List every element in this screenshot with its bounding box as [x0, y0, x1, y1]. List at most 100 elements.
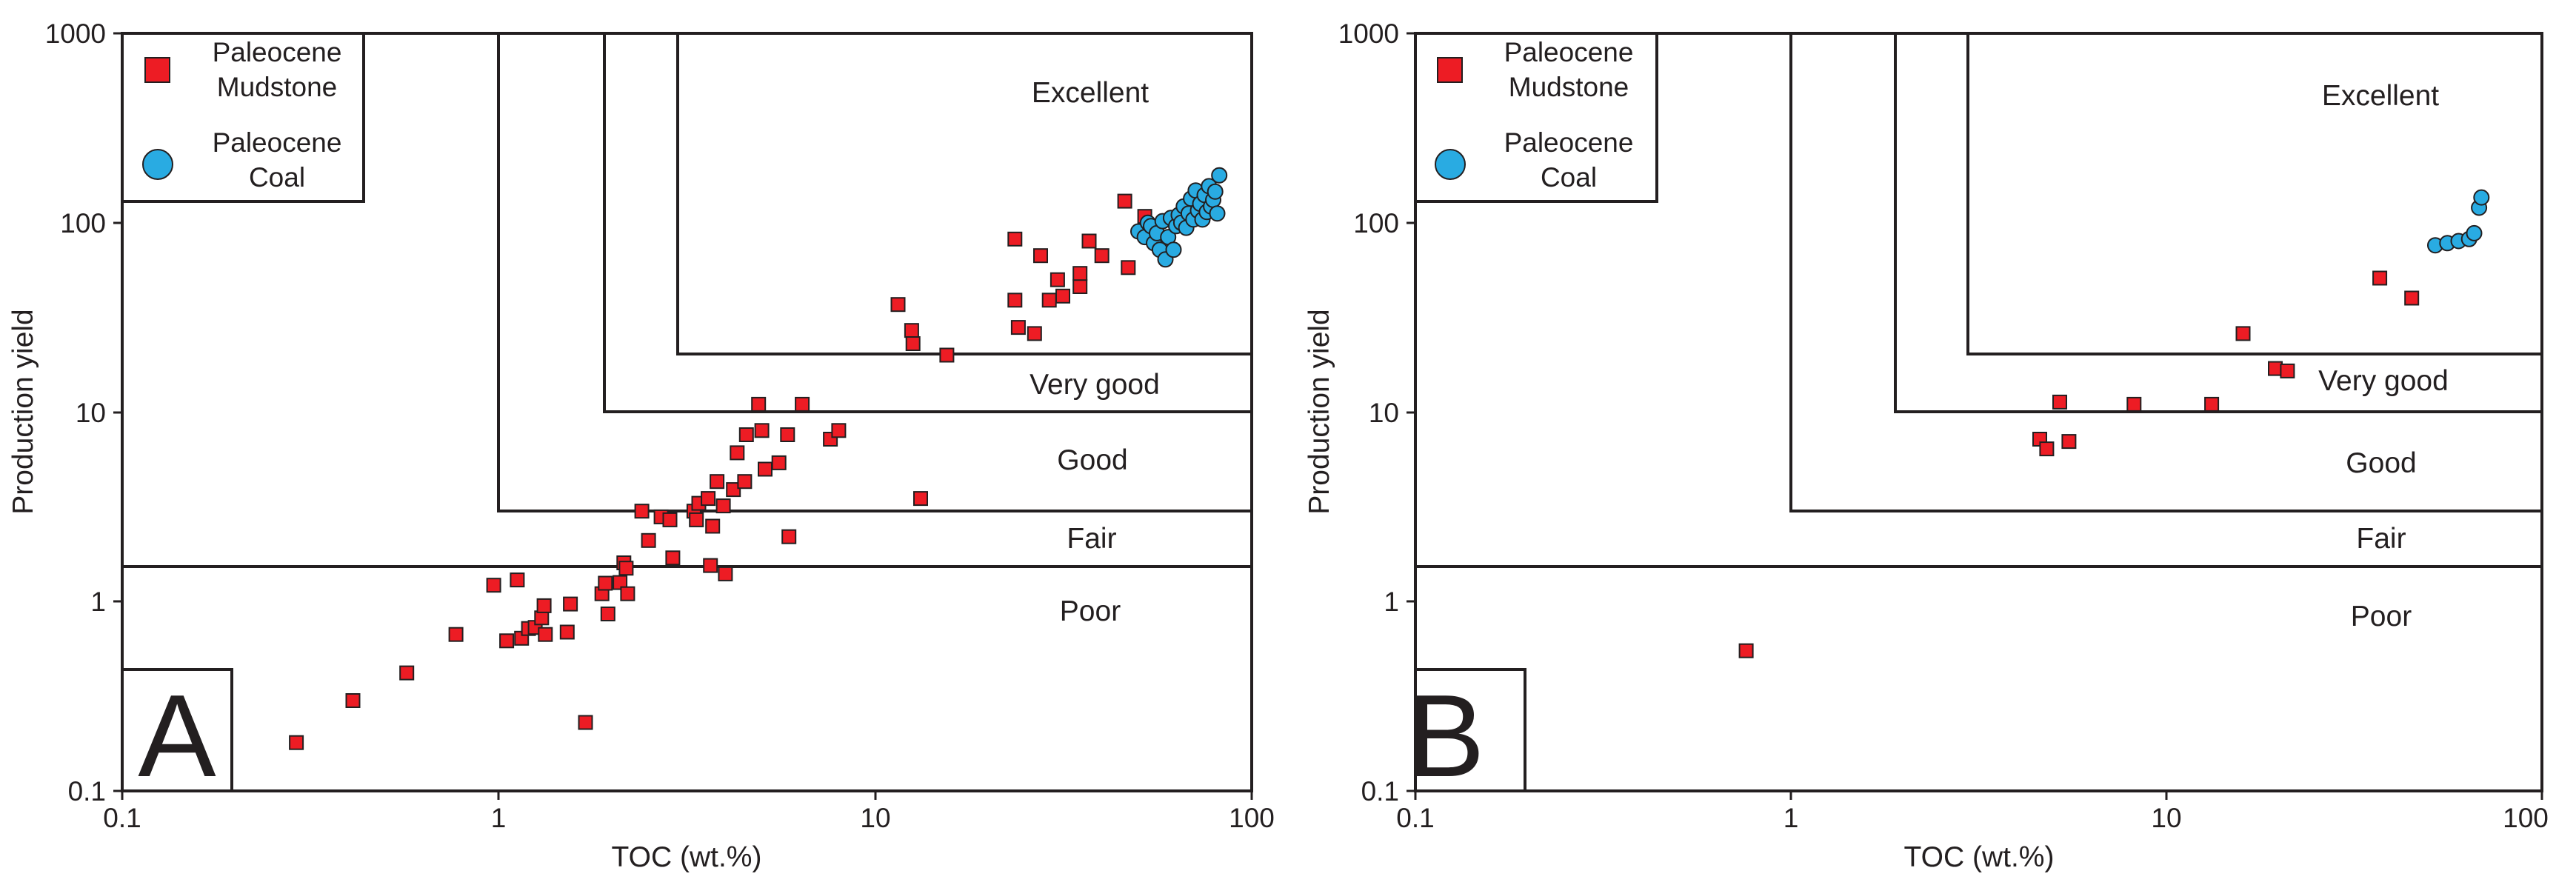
mudstone-point	[718, 566, 733, 581]
zone-label-poor: Poor	[1060, 595, 1121, 627]
zone-line-good	[1894, 33, 2542, 413]
mudstone-point	[1121, 260, 1136, 275]
coal-point	[2466, 224, 2483, 241]
y-axis-title: Production yield	[1304, 309, 1335, 515]
zone-line-very-good	[676, 33, 1252, 355]
legend-mudstone-marker	[1437, 57, 1463, 83]
data-points	[289, 167, 1228, 750]
zone-label-excellent: Excellent	[2322, 80, 2439, 112]
mudstone-point	[710, 474, 725, 490]
mudstone-point	[665, 550, 681, 566]
legend-coal-marker	[142, 149, 173, 180]
mudstone-point	[1072, 266, 1088, 281]
zone-label-good: Good	[2346, 447, 2416, 479]
y-tick-label: 10	[1369, 398, 1399, 428]
mudstone-point	[2052, 394, 2067, 410]
legend: Paleocene Mudstone Paleocene Coal	[1414, 32, 1658, 203]
mudstone-point	[448, 627, 464, 642]
zone-line-very-good	[1966, 33, 2542, 355]
mudstone-point	[2372, 270, 2388, 286]
mudstone-point	[662, 512, 678, 527]
mudstone-point	[726, 482, 741, 498]
mudstone-point	[613, 575, 628, 590]
zone-label-fair: Fair	[1067, 523, 1116, 555]
mudstone-point	[2126, 396, 2142, 412]
mudstone-point	[2268, 361, 2283, 376]
y-axis: 0.1 1 10 100 1000 Production yield	[7, 19, 122, 806]
mudstone-point	[1041, 293, 1057, 308]
zone-label-very-good: Very good	[1030, 369, 1160, 401]
mudstone-point	[634, 504, 650, 519]
mudstone-point	[715, 498, 731, 514]
mudstone-point	[1010, 320, 1026, 335]
x-axis-title: TOC (wt.%)	[1904, 841, 2055, 873]
x-tick-label: 1	[491, 803, 507, 833]
mudstone-point	[771, 455, 787, 470]
zone-label-fair: Fair	[2356, 523, 2406, 555]
legend-coal-label-line2: Coal	[249, 162, 305, 193]
y-tick-label: 10	[76, 398, 106, 428]
mudstone-point	[578, 715, 593, 730]
zone-label-poor: Poor	[2351, 601, 2412, 632]
legend-coal-label-line2: Coal	[1541, 162, 1597, 193]
coal-point	[1211, 167, 1228, 184]
mudstone-point	[600, 607, 615, 621]
mudstone-point	[289, 735, 304, 750]
x-axis: 0.1 1 10 100 TOC (wt.%)	[103, 791, 1275, 873]
mudstone-point	[831, 423, 847, 438]
mudstone-point	[2235, 326, 2251, 341]
chart-panel-a: Excellent Very good Good Fair Poor Paleo…	[7, 19, 1275, 873]
mudstone-point	[618, 561, 634, 576]
mudstone-point	[795, 396, 810, 412]
coal-point	[1207, 183, 1224, 200]
panel-letter: B	[1407, 671, 1484, 801]
mudstone-point	[534, 610, 550, 626]
mudstone-point	[2039, 441, 2055, 457]
mudstone-point	[538, 627, 553, 642]
x-tick-label: 0.1	[103, 803, 141, 833]
coal-point	[1209, 205, 1226, 222]
data-points	[1738, 189, 2490, 658]
zone-label-good: Good	[1057, 444, 1127, 476]
y-axis: 0.1 1 10 100 1000 Production yield	[1304, 19, 1415, 806]
mudstone-point	[904, 323, 919, 338]
mudstone-point	[1027, 326, 1042, 341]
panel-letter-box	[121, 668, 233, 792]
legend-coal-label-line1: Paleocene	[1504, 127, 1634, 158]
zone-line-fair	[497, 33, 1252, 512]
coal-point	[2473, 189, 2490, 206]
y-tick-label: 0.1	[68, 776, 106, 806]
y-tick-label: 1000	[45, 19, 106, 49]
y-tick-label: 1	[90, 587, 106, 617]
mudstone-point	[1033, 248, 1048, 264]
mudstone-point	[1738, 643, 1754, 658]
mudstone-point	[2280, 363, 2295, 378]
legend-mudstone-label-line1: Paleocene	[213, 37, 342, 67]
mudstone-point	[2404, 290, 2420, 306]
mudstone-point	[559, 624, 575, 640]
mudstone-point	[620, 586, 635, 601]
mudstone-point	[939, 347, 955, 363]
mudstone-point	[705, 518, 721, 534]
legend-mudstone-marker	[144, 57, 170, 83]
legend-mudstone-label-line1: Paleocene	[1504, 37, 1634, 67]
mudstone-point	[758, 461, 773, 477]
mudstone-point	[890, 297, 906, 313]
mudstone-point	[1007, 293, 1023, 308]
legend-mudstone-label-line2: Mudstone	[217, 72, 338, 102]
mudstone-point	[780, 427, 795, 442]
mudstone-point	[1050, 272, 1065, 287]
mudstone-point	[1007, 231, 1023, 247]
mudstone-point	[345, 693, 361, 708]
zone-label-excellent: Excellent	[1032, 77, 1149, 109]
mudstone-point	[730, 445, 745, 461]
mudstone-point	[1072, 279, 1088, 294]
zone-label-very-good: Very good	[2318, 365, 2449, 397]
mudstone-point	[754, 423, 770, 438]
mudstone-point	[905, 336, 921, 351]
mudstone-point	[751, 396, 767, 412]
mudstone-point	[1094, 248, 1110, 264]
y-tick-label: 100	[1353, 208, 1399, 238]
mudstone-point	[689, 512, 704, 527]
mudstone-point	[781, 529, 797, 544]
